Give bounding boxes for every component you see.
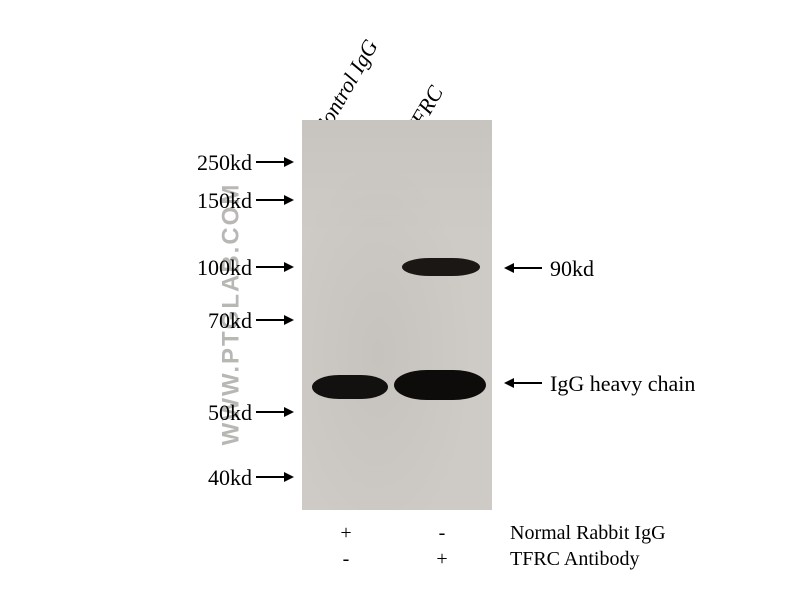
arrow-stem — [514, 267, 542, 269]
table-cell: - — [336, 548, 356, 571]
band-igg-lane1 — [312, 375, 388, 399]
table-cell: + — [336, 522, 356, 545]
band-label-igg: IgG heavy chain — [550, 371, 695, 397]
arrow-stem — [514, 382, 542, 384]
arrow-stem — [256, 319, 284, 321]
marker-100kd: 100kd — [180, 255, 252, 281]
arrow-head-icon — [284, 262, 294, 272]
marker-150kd: 150kd — [180, 188, 252, 214]
table-cell: - — [432, 522, 452, 545]
table-row-label: Normal Rabbit IgG — [510, 522, 666, 545]
marker-50kd: 50kd — [192, 400, 252, 426]
arrow-head-icon — [284, 315, 294, 325]
table-cell: + — [432, 548, 452, 571]
band-90kd — [402, 258, 480, 276]
arrow-stem — [256, 476, 284, 478]
arrow-head-icon — [284, 472, 294, 482]
blot-figure: Control IgG TFRC WWW.PTGLAB.COM 250kd 15… — [60, 20, 740, 580]
arrow-stem — [256, 199, 284, 201]
table-row-label: TFRC Antibody — [510, 548, 639, 571]
arrow-head-icon — [284, 157, 294, 167]
arrow-head-icon — [284, 407, 294, 417]
marker-250kd: 250kd — [180, 150, 252, 176]
arrow-head-icon — [504, 378, 514, 388]
blot-membrane — [302, 120, 492, 510]
band-label-90kd: 90kd — [550, 256, 594, 282]
arrow-stem — [256, 411, 284, 413]
marker-40kd: 40kd — [192, 465, 252, 491]
arrow-head-icon — [504, 263, 514, 273]
marker-70kd: 70kd — [192, 308, 252, 334]
arrow-stem — [256, 161, 284, 163]
arrow-stem — [256, 266, 284, 268]
band-igg-lane2 — [394, 370, 486, 400]
arrow-head-icon — [284, 195, 294, 205]
